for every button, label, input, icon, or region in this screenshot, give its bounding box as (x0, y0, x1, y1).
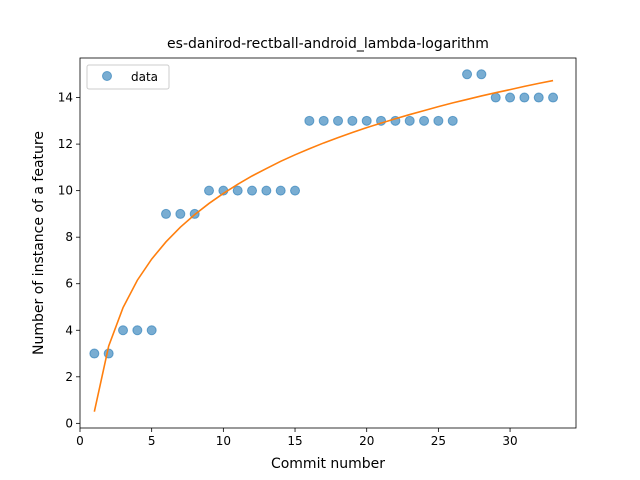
plot-area: 0 5 10 15 20 25 30 0 2 4 6 8 10 12 14 (58, 57, 577, 448)
data-point (347, 115, 358, 126)
y-tick-label: 0 (65, 416, 73, 430)
y-tick-label: 12 (58, 137, 73, 151)
data-point (476, 69, 487, 80)
data-point (261, 185, 272, 196)
x-tick-label: 20 (359, 434, 374, 448)
y-tick-label: 6 (65, 277, 73, 291)
data-point (505, 92, 516, 103)
data-point (333, 115, 344, 126)
data-point (103, 348, 114, 359)
y-tick-label: 10 (58, 184, 73, 198)
data-point (275, 185, 286, 196)
x-tick-label: 15 (287, 434, 302, 448)
data-point (533, 92, 544, 103)
x-tick-label: 0 (76, 434, 84, 448)
data-point (447, 115, 458, 126)
data-point (490, 92, 501, 103)
x-tick-label: 25 (431, 434, 446, 448)
data-point (161, 208, 172, 219)
y-tick-label: 14 (58, 91, 73, 105)
data-point (146, 325, 157, 336)
x-tick-label: 30 (502, 434, 517, 448)
data-point (404, 115, 415, 126)
data-point (89, 348, 100, 359)
legend-marker (102, 71, 112, 81)
x-axis-label: Commit number (271, 456, 385, 472)
data-point (548, 92, 559, 103)
data-point (519, 92, 530, 103)
data-point (247, 185, 258, 196)
legend: data (86, 64, 170, 90)
data-point (361, 115, 372, 126)
data-point (462, 69, 473, 80)
data-point (232, 185, 243, 196)
x-tick-label: 5 (148, 434, 156, 448)
axes-frame (79, 57, 577, 429)
data-point (419, 115, 430, 126)
data-point (433, 115, 444, 126)
y-axis-label: Number of instance of a feature (31, 131, 47, 355)
data-point (290, 185, 301, 196)
data-point (204, 185, 215, 196)
data-point (132, 325, 143, 336)
data-point (318, 115, 329, 126)
y-tick-label: 8 (65, 230, 73, 244)
data-point (304, 115, 315, 126)
chart-title: es-danirod-rectball-android_lambda-logar… (167, 36, 489, 52)
legend-box (86, 64, 170, 90)
legend-label-data: data (131, 70, 158, 84)
x-tick-label: 10 (216, 434, 231, 448)
fit-line (93, 79, 554, 412)
data-point (118, 325, 129, 336)
y-tick-label: 4 (65, 323, 73, 337)
data-point (175, 208, 186, 219)
y-tick-label: 2 (65, 370, 73, 384)
